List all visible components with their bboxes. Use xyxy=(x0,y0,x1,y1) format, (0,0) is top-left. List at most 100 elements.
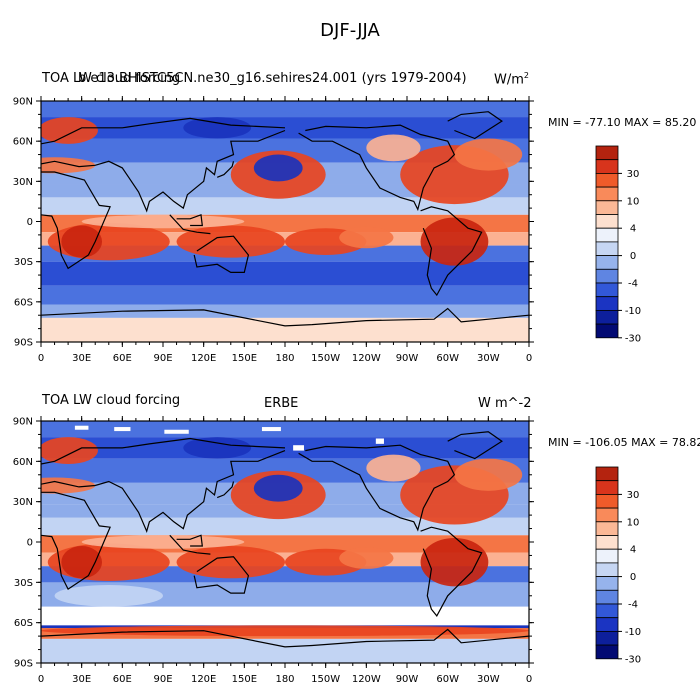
lon-label: 120W xyxy=(352,674,381,685)
colorbar-swatch xyxy=(595,145,619,161)
coastline-path xyxy=(193,235,250,273)
missing-data-patch xyxy=(375,438,384,444)
lon-label: 60E xyxy=(113,674,132,685)
panel1-left-title-b: b.e13.BHISTC5CN.ne30_g16.sehires24.001 (… xyxy=(78,71,467,86)
field-bands xyxy=(41,101,529,342)
lon-label: 0 xyxy=(526,353,532,364)
colorbar-label: 10 xyxy=(627,517,640,528)
lon-label: 30W xyxy=(477,353,500,364)
field-blob xyxy=(41,157,96,174)
coastline-path xyxy=(216,161,235,178)
lat-band xyxy=(41,638,529,663)
field-blob xyxy=(339,226,394,249)
colorbar-label: -4 xyxy=(628,600,638,611)
panel2-left-title: TOA LW cloud forcing xyxy=(42,393,181,408)
lon-label: 120E xyxy=(191,674,216,685)
lon-label: 150E xyxy=(232,674,257,685)
lon-label: 30W xyxy=(477,674,500,685)
colorbar-swatch xyxy=(595,214,619,229)
lon-label: 0 xyxy=(38,353,44,364)
colorbar-label: 4 xyxy=(630,545,636,556)
lon-label: 30E xyxy=(72,353,91,364)
colorbar-label: 0 xyxy=(630,251,636,262)
panel2-field xyxy=(41,421,529,663)
lat-label: 0 xyxy=(27,538,33,549)
colorbar-swatch xyxy=(595,589,619,605)
colorbar-swatch xyxy=(595,268,619,284)
field-blob xyxy=(61,225,102,258)
lat-label: 90S xyxy=(14,659,33,670)
lon-label: 90W xyxy=(396,353,419,364)
lat-label: 60N xyxy=(13,457,33,468)
colorbar-swatch xyxy=(595,507,619,523)
colorbar-swatch xyxy=(595,186,619,202)
missing-data-patch xyxy=(261,427,281,432)
missing-data-patch xyxy=(164,429,189,434)
coastline-path xyxy=(176,213,203,227)
colorbar-swatch xyxy=(595,480,619,495)
lon-label: 150E xyxy=(232,353,257,364)
field-blob xyxy=(253,474,303,502)
field-blob xyxy=(81,535,245,549)
lat-band xyxy=(41,517,529,536)
lat-label: 30S xyxy=(14,578,33,589)
lat-label: 90N xyxy=(13,417,33,428)
colorbar-1: 30 10 4 0 -4 -10 -30 xyxy=(595,145,641,344)
coastline-path xyxy=(41,450,286,533)
coastline-path xyxy=(447,111,503,140)
lat-band xyxy=(41,317,529,342)
panel2-center-title: ERBE xyxy=(264,396,299,411)
colorbar-swatch xyxy=(595,644,619,660)
field-blob xyxy=(366,454,421,482)
lon-label: 180 xyxy=(275,674,294,685)
coastline-path xyxy=(41,129,286,213)
lat-label: 0 xyxy=(27,217,33,228)
coastline-path xyxy=(41,117,286,145)
lat-label: 60S xyxy=(14,618,33,629)
colorbar-label: 30 xyxy=(627,490,640,501)
colorbar-swatch xyxy=(595,200,619,215)
colorbar-swatch xyxy=(595,323,619,339)
panel1-axes: 90N 60N 30N 0 30S 60S 90S 0 30E 60E 90E 120E 150E 180… xyxy=(13,96,534,364)
coastline-path xyxy=(298,444,456,532)
field-blob xyxy=(278,101,360,115)
panel1-left-title-a: TOA LW cloud forcing xyxy=(42,71,181,86)
panel2-minmax: MIN = -106.05 MAX = 78.82 xyxy=(548,436,700,449)
lat-label: 30N xyxy=(13,177,33,188)
field-blob xyxy=(61,546,102,579)
lat-label: 90S xyxy=(14,338,33,349)
coastlines xyxy=(41,111,529,327)
colorbar-swatch xyxy=(595,241,619,256)
panel1-field xyxy=(41,101,529,342)
coastline-path xyxy=(41,628,529,648)
field-blob xyxy=(81,214,245,229)
lon-label: 0 xyxy=(526,674,532,685)
lon-label: 60W xyxy=(436,353,459,364)
field-blob xyxy=(41,625,529,637)
colorbar-label: -10 xyxy=(625,306,641,317)
colorbar-label: -30 xyxy=(625,333,641,344)
panel1-units: W/m2 xyxy=(494,71,529,87)
colorbar-swatch xyxy=(595,548,619,564)
lat-label: 60S xyxy=(14,297,33,308)
colorbar-swatch xyxy=(595,562,619,578)
coastline-path xyxy=(176,534,203,547)
figure-title: DJF-JJA xyxy=(320,20,380,41)
panel2-units: W m^-2 xyxy=(478,396,532,411)
colorbar-label: -30 xyxy=(625,654,641,665)
field-blob xyxy=(41,477,96,494)
coastline-path xyxy=(298,124,456,212)
colorbar-label: 10 xyxy=(627,196,640,207)
lat-label: 30S xyxy=(14,257,33,268)
colorbar-label: 4 xyxy=(630,224,636,235)
lon-label: 150W xyxy=(311,353,340,364)
field-blob xyxy=(176,225,285,258)
lon-label: 90E xyxy=(153,674,172,685)
coastline-path xyxy=(41,491,111,590)
coastlines xyxy=(41,431,529,648)
lon-label: 150W xyxy=(311,674,340,685)
colorbar-swatch xyxy=(595,521,619,536)
colorbar-swatch xyxy=(595,227,619,243)
colorbar-label: -10 xyxy=(625,627,641,638)
colorbar-2: 30 10 4 0 -4 -10 -30 xyxy=(595,466,641,665)
